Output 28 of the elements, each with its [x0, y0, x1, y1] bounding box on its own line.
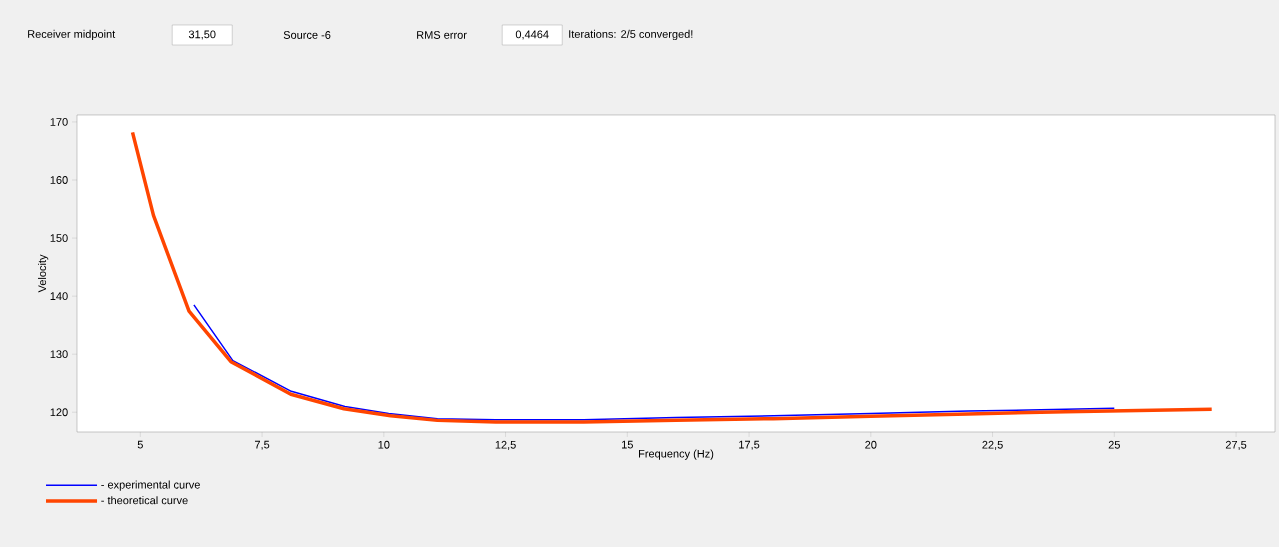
y-tick-label: 170 — [50, 118, 68, 126]
y-axis-title: Velocity — [38, 254, 49, 293]
text: RMS error — [417, 31, 467, 39]
line-series — [193, 304, 1116, 421]
x-tick-label: 7,5 — [254, 440, 270, 450]
x-tick-label: 12,5 — [495, 440, 516, 450]
text: Iterations: 2/5 converged! — [569, 29, 693, 41]
x-tick-label: 22,5 — [982, 440, 1003, 450]
legend-label: - theoretical curve — [101, 496, 188, 505]
y-tick-label: 160 — [50, 176, 68, 184]
x-tick-label: 15 — [622, 440, 633, 449]
x-tick-label: 5 — [137, 440, 143, 449]
x-tick-label: 20 — [865, 440, 877, 449]
x-axis-title: Frequency (Hz) — [639, 449, 714, 460]
x-tick-label: 10 — [378, 440, 390, 449]
text: 31,50 — [188, 30, 216, 40]
y-tick-label: 130 — [50, 350, 68, 359]
y-tick-label: 120 — [50, 408, 68, 417]
source-note: Source -6 — [283, 31, 331, 39]
x-tick-label: 25 — [1108, 440, 1120, 449]
x-tick-label: 17,5 — [739, 440, 760, 450]
x-tick-label: 27,5 — [1225, 440, 1247, 450]
text: Receiver midpoint — [28, 29, 116, 41]
legend-label: - experimental curve — [101, 480, 200, 491]
y-tick-label: 150 — [50, 234, 68, 242]
y-tick-label: 140 — [50, 292, 68, 301]
text: 0,4464 — [515, 30, 549, 40]
line-series — [130, 130, 1214, 424]
